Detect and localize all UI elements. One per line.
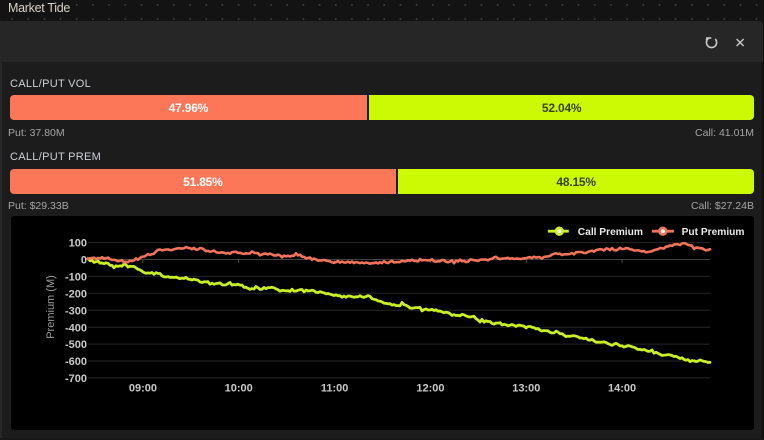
svg-text:-500: -500 — [65, 339, 87, 351]
svg-text:-200: -200 — [65, 288, 87, 300]
svg-text:100: 100 — [69, 238, 87, 250]
svg-text:-700: -700 — [65, 373, 87, 385]
svg-text:10:00: 10:00 — [225, 383, 253, 395]
svg-text:13:00: 13:00 — [512, 383, 540, 395]
svg-text:Premium (M): Premium (M) — [45, 275, 57, 339]
svg-text:0: 0 — [81, 255, 87, 267]
svg-text:Call Premium: Call Premium — [578, 227, 643, 238]
svg-text:-100: -100 — [65, 272, 87, 284]
svg-text:12:00: 12:00 — [416, 383, 444, 395]
svg-text:-400: -400 — [65, 322, 87, 334]
svg-text:14:00: 14:00 — [608, 383, 636, 395]
svg-text:Put Premium: Put Premium — [682, 227, 745, 238]
svg-text:-600: -600 — [65, 356, 87, 368]
svg-text:11:00: 11:00 — [321, 383, 349, 395]
svg-text:-300: -300 — [65, 305, 87, 317]
svg-text:09:00: 09:00 — [129, 383, 157, 395]
